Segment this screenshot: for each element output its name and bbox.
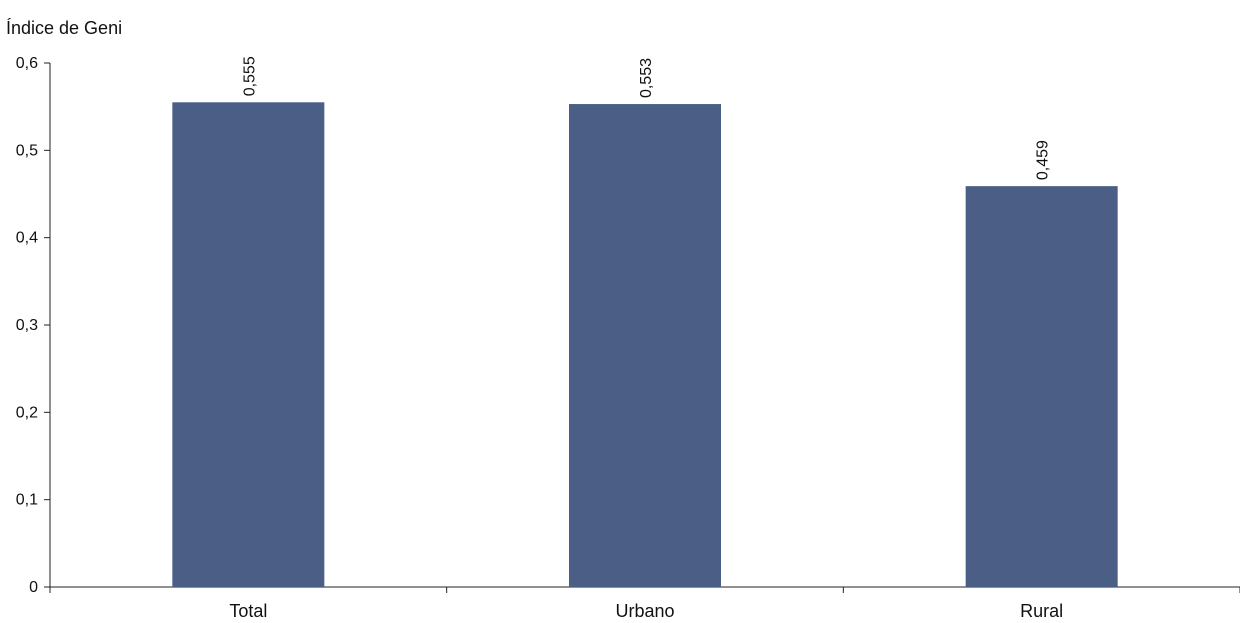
y-tick-label: 0,1: [16, 492, 38, 509]
bar-urbano: [569, 104, 721, 588]
y-axis-label: Índice de Geni: [6, 18, 122, 38]
x-tick-label: Rural: [1020, 601, 1063, 621]
y-tick-label: 0,2: [16, 404, 38, 421]
y-tick-label: 0,4: [16, 230, 38, 247]
data-label: 0,459: [1035, 140, 1052, 180]
bars: [172, 102, 1118, 588]
data-label: 0,553: [638, 58, 655, 98]
bar-rural: [965, 186, 1118, 587]
x-tick-label: Total: [229, 601, 267, 621]
data-labels: 0,555 0,553 0,459: [241, 56, 1051, 180]
data-label: 0,555: [241, 56, 258, 96]
y-tick-label: 0: [29, 579, 38, 596]
y-tick-label: 0,6: [16, 55, 38, 72]
y-tick-label: 0,5: [16, 142, 38, 159]
y-tick-label: 0,3: [16, 317, 38, 334]
bar-total: [172, 102, 325, 588]
x-tick-label: Urbano: [615, 601, 674, 621]
